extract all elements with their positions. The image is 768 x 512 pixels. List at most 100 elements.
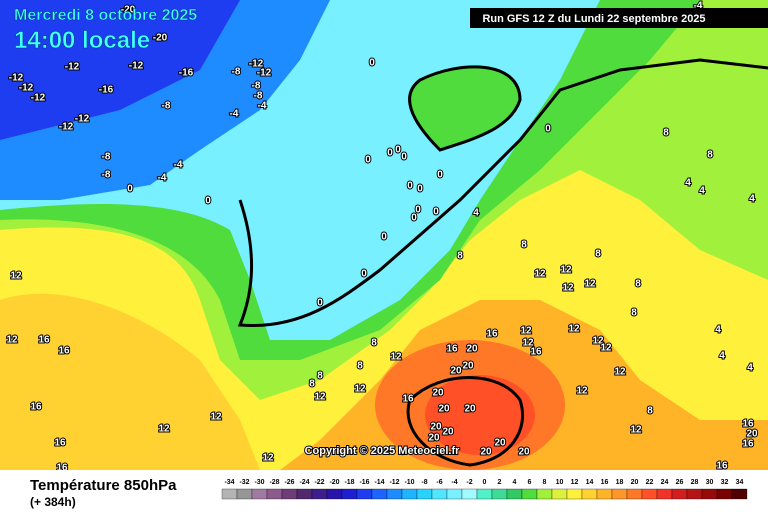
scale-swatch bbox=[236, 488, 253, 500]
scale-label: 26 bbox=[676, 479, 684, 486]
scale-label: 0 bbox=[483, 479, 487, 486]
contour-label: -4 bbox=[230, 109, 239, 120]
contour-label: 16 bbox=[742, 419, 754, 430]
contour-label: 0 bbox=[417, 184, 423, 195]
scale-swatch bbox=[686, 488, 703, 500]
contour-label: -16 bbox=[99, 85, 114, 96]
scale-label: -8 bbox=[421, 479, 427, 486]
contour-label: 20 bbox=[494, 438, 506, 449]
contour-label: 0 bbox=[127, 184, 133, 195]
scale-label: -10 bbox=[404, 479, 414, 486]
contour-label: 16 bbox=[716, 461, 728, 472]
scale-label: 12 bbox=[571, 479, 579, 486]
contour-label: 12 bbox=[630, 425, 642, 436]
contour-label: -8 bbox=[252, 81, 261, 92]
scale-swatch bbox=[446, 488, 463, 500]
contour-label: 4 bbox=[747, 363, 753, 374]
contour-label: 0 bbox=[415, 205, 421, 216]
scale-swatch bbox=[311, 488, 328, 500]
contour-label: 12 bbox=[314, 392, 326, 403]
scale-swatch bbox=[611, 488, 628, 500]
scale-label: -4 bbox=[451, 479, 457, 486]
forecast-time: 14:00 locale bbox=[14, 27, 150, 54]
contour-label: 8 bbox=[457, 251, 463, 262]
scale-swatch bbox=[656, 488, 673, 500]
contour-label: 12 bbox=[592, 336, 604, 347]
contour-label: 8 bbox=[663, 128, 669, 139]
scale-swatch bbox=[341, 488, 358, 500]
scale-label: 20 bbox=[631, 479, 639, 486]
contour-label: 12 bbox=[576, 386, 588, 397]
field-yellow-orange bbox=[0, 293, 260, 470]
scale-label: -6 bbox=[436, 479, 442, 486]
contour-label: 0 bbox=[317, 298, 323, 309]
isotherm-twenty bbox=[406, 376, 525, 467]
field-hot bbox=[425, 375, 535, 455]
contour-label: 0 bbox=[365, 155, 371, 166]
scale-swatch bbox=[521, 488, 538, 500]
contour-label: 20 bbox=[462, 361, 474, 372]
contour-label: -12 bbox=[59, 122, 74, 133]
contour-label: -20 bbox=[121, 5, 136, 16]
contour-label: 4 bbox=[473, 208, 479, 219]
contour-label: 20 bbox=[518, 447, 530, 458]
scale-swatch bbox=[671, 488, 688, 500]
contour-labels: -20-20-12-12 -12-16-12-12-16-8-12-12-8-8-… bbox=[5, 0, 759, 475]
contour-label: 20 bbox=[432, 388, 444, 399]
contour-label: 0 bbox=[407, 181, 413, 192]
contour-label: 8 bbox=[317, 371, 323, 382]
contour-label: -4 bbox=[694, 1, 703, 12]
scale-label: -12 bbox=[389, 479, 399, 486]
scale-label: 14 bbox=[586, 479, 594, 486]
contour-label: 8 bbox=[635, 279, 641, 290]
scale-swatch bbox=[641, 488, 658, 500]
scale-label: 30 bbox=[706, 479, 714, 486]
contour-label: 20 bbox=[466, 344, 478, 355]
contour-label: 20 bbox=[746, 429, 758, 440]
contour-label: 0 bbox=[411, 213, 417, 224]
scale-swatch bbox=[551, 488, 568, 500]
contour-label: -12 bbox=[129, 61, 144, 72]
scale-label: 34 bbox=[736, 479, 744, 486]
scale-swatch bbox=[386, 488, 403, 500]
contour-label: 12 bbox=[562, 283, 574, 294]
contour-label: 0 bbox=[205, 196, 211, 207]
run-info: Run GFS 12 Z du Lundi 22 septembre 2025 bbox=[482, 13, 705, 25]
scale-swatch bbox=[221, 488, 238, 500]
contour-label: 8 bbox=[631, 308, 637, 319]
contour-label: 4 bbox=[685, 178, 691, 189]
scale-label: -14 bbox=[374, 479, 384, 486]
scale-label: -28 bbox=[269, 479, 279, 486]
scale-label: 22 bbox=[646, 479, 654, 486]
scale-label: 4 bbox=[513, 479, 517, 486]
scale-swatch bbox=[431, 488, 448, 500]
contour-label: 12 bbox=[614, 367, 626, 378]
scale-swatch bbox=[461, 488, 478, 500]
contour-label: 12 bbox=[10, 271, 22, 282]
contour-label: 12 bbox=[584, 279, 596, 290]
contour-label: 12 bbox=[520, 326, 532, 337]
contour-label: 16 bbox=[742, 439, 754, 450]
scale-swatch bbox=[326, 488, 343, 500]
contour-label: 12 bbox=[390, 352, 402, 363]
scale-swatch bbox=[491, 488, 508, 500]
contour-label: 20 bbox=[438, 404, 450, 415]
scale-label: 32 bbox=[721, 479, 729, 486]
scale-swatch bbox=[251, 488, 268, 500]
scale-label: 2 bbox=[498, 479, 502, 486]
contour-label: 12 bbox=[600, 343, 612, 354]
contour-label: 0 bbox=[369, 58, 375, 69]
scale-swatch bbox=[506, 488, 523, 500]
contour-label: 12 bbox=[568, 324, 580, 335]
contour-label: 12 bbox=[6, 335, 18, 346]
scale-swatch bbox=[401, 488, 418, 500]
contour-label: 8 bbox=[595, 249, 601, 260]
contour-label: 20 bbox=[430, 422, 442, 433]
contour-label: -4 bbox=[158, 173, 167, 184]
contour-label: 0 bbox=[437, 170, 443, 181]
contour-label: 0 bbox=[387, 148, 393, 159]
contour-label: 8 bbox=[647, 406, 653, 417]
contour-label: -4 bbox=[258, 101, 267, 112]
